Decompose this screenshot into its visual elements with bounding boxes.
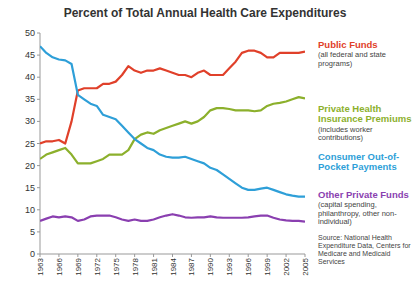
x-tick	[229, 254, 230, 257]
y-tick	[37, 209, 40, 210]
y-tick	[37, 121, 40, 122]
x-tick-label: 1990	[206, 257, 215, 275]
legend-label: Other Private Funds	[318, 190, 412, 200]
x-tick	[172, 254, 173, 257]
x-tick-label: 1981	[150, 257, 159, 275]
x-tick	[58, 254, 59, 257]
y-tick-label: 40	[25, 72, 35, 82]
series-line	[40, 46, 305, 196]
x-tick	[286, 254, 287, 257]
legend-entry: Other Private Funds(capital spending, ph…	[318, 190, 412, 226]
x-tick-label: 1975	[112, 257, 121, 275]
x-tick	[96, 254, 97, 257]
y-tick-label: 25	[25, 139, 35, 149]
y-tick-label: 35	[25, 94, 35, 104]
x-tick-label: 1987	[187, 257, 196, 275]
y-tick	[37, 55, 40, 56]
legend-entry: Consumer Out-of-Pocket Payments	[318, 152, 412, 173]
y-tick-label: 20	[25, 161, 35, 171]
x-tick	[305, 254, 306, 257]
legend-label: Consumer Out-of-Pocket Payments	[318, 152, 412, 173]
y-tick	[37, 187, 40, 188]
source-note: Source: National Health Expenditure Data…	[318, 234, 412, 266]
x-tick-label: 1993	[225, 257, 234, 275]
x-tick	[40, 254, 41, 257]
legend-entry: Public Funds(all federal and state progr…	[318, 40, 412, 68]
x-tick	[210, 254, 211, 257]
x-tick	[248, 254, 249, 257]
y-tick-label: 15	[25, 183, 35, 193]
series-line	[40, 97, 305, 163]
y-tick	[37, 33, 40, 34]
x-tick-label: 1996	[244, 257, 253, 275]
legend-description: (includes worker contributions)	[318, 126, 412, 143]
legend-label: Public Funds	[318, 40, 412, 50]
legend-label: Private Health Insurance Premiums	[318, 104, 412, 125]
x-tick-label: 1963	[36, 257, 45, 275]
x-tick	[134, 254, 135, 257]
y-tick-label: 10	[25, 205, 35, 215]
y-tick	[37, 77, 40, 78]
x-tick	[115, 254, 116, 257]
y-tick-label: 30	[25, 116, 35, 126]
x-tick-label: 2002	[282, 257, 291, 275]
x-tick-label: 1984	[169, 257, 178, 275]
x-tick	[267, 254, 268, 257]
y-tick	[37, 143, 40, 144]
series-line	[40, 214, 305, 222]
y-tick	[37, 99, 40, 100]
x-tick	[191, 254, 192, 257]
legend-entry: Private Health Insurance Premiums(includ…	[318, 104, 412, 142]
x-tick-label: 2005	[301, 257, 310, 275]
y-tick-label: 0	[30, 249, 35, 259]
y-tick-label: 50	[25, 28, 35, 38]
x-tick-label: 1999	[263, 257, 272, 275]
y-tick	[37, 231, 40, 232]
legend-description: (capital spending, philanthropy, other n…	[318, 201, 412, 226]
x-tick	[77, 254, 78, 257]
x-tick-label: 1972	[93, 257, 102, 275]
y-tick-label: 45	[25, 50, 35, 60]
y-tick-label: 5	[30, 227, 35, 237]
plot-area	[40, 46, 305, 221]
x-tick	[153, 254, 154, 257]
legend-description: (all federal and state programs)	[318, 51, 412, 68]
title: Percent of Total Annual Health Care Expe…	[64, 6, 347, 20]
x-tick-label: 1966	[55, 257, 64, 275]
y-tick	[37, 165, 40, 166]
x-tick-label: 1978	[131, 257, 140, 275]
x-tick-label: 1969	[74, 257, 83, 275]
